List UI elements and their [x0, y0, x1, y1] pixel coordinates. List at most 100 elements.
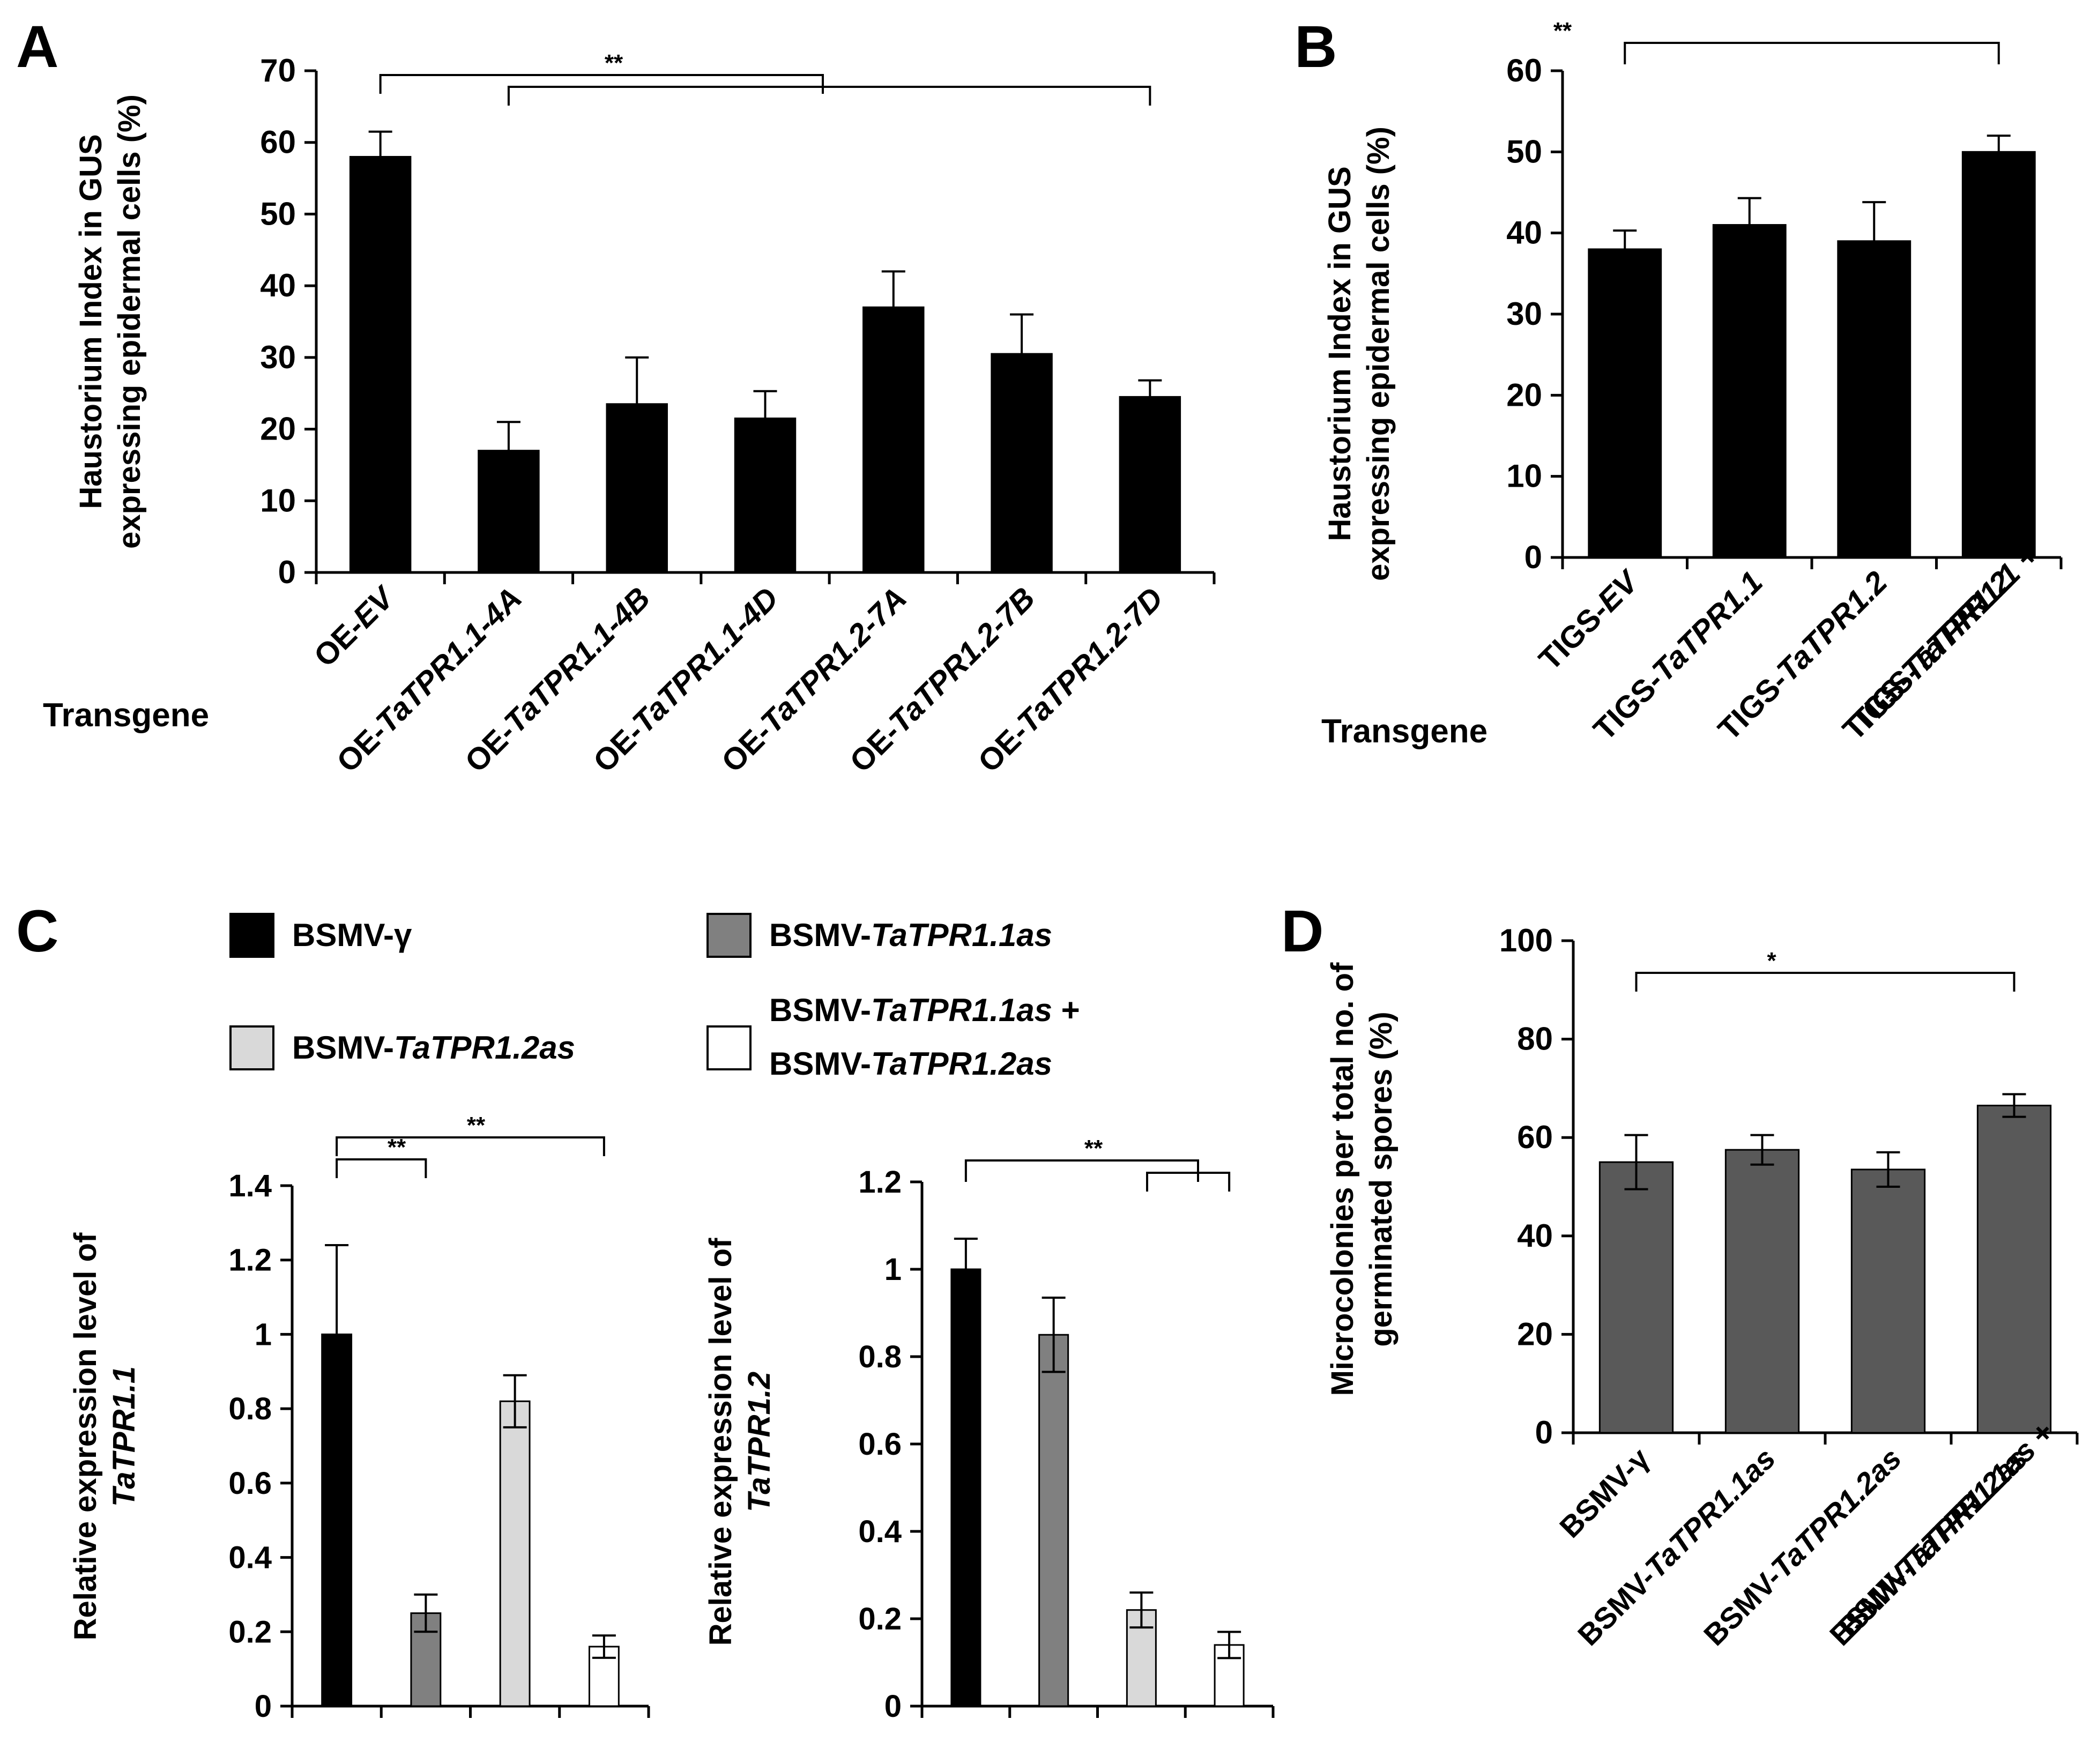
y-tick-label: 40: [1506, 215, 1542, 251]
y-tick-label: 40: [260, 267, 296, 303]
panel-c-right-chart: 0 0.2 0.4 0.6 0.8 1 1.2 Relative expression lev…: [703, 1135, 1275, 1724]
significance-bracket: [1146, 1172, 1231, 1192]
y-tick-label: 70: [260, 53, 296, 88]
significance-marker: **: [467, 1112, 486, 1138]
significance-marker: **: [605, 50, 623, 76]
panel-label-c: C: [16, 898, 58, 964]
legend-swatch: [229, 1025, 274, 1070]
y-tick-label: 100: [1499, 922, 1553, 958]
y-tick-label: 0: [278, 554, 296, 590]
y-tick-label: 0: [1535, 1415, 1553, 1450]
y-axis-title: expressing epidermal cells (%): [1361, 126, 1396, 581]
bar: [1724, 1149, 1800, 1434]
y-axis-title: TaTPR1.1: [107, 1366, 142, 1507]
y-axis-title: Relative expression level of: [703, 1238, 738, 1646]
y-tick-label: 0.4: [228, 1540, 272, 1575]
legend-swatch: [229, 913, 274, 958]
panel-c-chart: BSMV-γ BSMV-TaTPR1.1as BSMV-TaTPR1.2as BSMV…: [68, 913, 1275, 1724]
y-axis-title: TaTPR1.2: [742, 1372, 777, 1512]
panel-label-b: B: [1295, 14, 1337, 80]
x-category-label: OE-EV: [307, 579, 402, 674]
significance-marker: **: [388, 1134, 406, 1160]
y-tick-label: 60: [260, 124, 296, 160]
y-tick-label: 0.8: [228, 1391, 272, 1426]
panel-a-chart: 0 10 20 30 40 50 60 70 Haustorium Index in GUS ex…: [43, 50, 1216, 779]
y-axis-title: germinated spores (%): [1364, 1011, 1399, 1346]
bar: [1850, 1168, 1926, 1434]
x-axis-title: Transgene: [1321, 713, 1487, 750]
y-tick-label: 20: [260, 411, 296, 447]
legend-swatch: [706, 913, 752, 958]
y-tick-label: 30: [260, 339, 296, 375]
bar: [734, 418, 797, 574]
bar: [478, 450, 540, 574]
y-tick-label: 1: [255, 1317, 272, 1352]
y-tick-label: 60: [1517, 1119, 1553, 1155]
x-category-label: TIGS-EV: [1532, 563, 1646, 677]
bar: [349, 155, 412, 574]
bar: [991, 353, 1053, 574]
y-tick-label: 50: [260, 196, 296, 232]
significance-bracket: [379, 74, 824, 94]
y-tick-label: 50: [1506, 133, 1542, 169]
legend-swatch: [706, 1025, 752, 1070]
bar: [1976, 1105, 2052, 1434]
significance-bracket: [336, 1136, 605, 1156]
bar: [1119, 396, 1181, 574]
y-axis-title: Haustorium Index in GUS: [73, 134, 108, 509]
legend-label: BSMV-TaTPR1.1as +: [769, 992, 1080, 1028]
y-tick-label: 1.2: [858, 1165, 902, 1200]
significance-bracket: [1624, 42, 2000, 64]
y-tick-label: 40: [1517, 1218, 1553, 1254]
bar: [1038, 1334, 1069, 1707]
panel-label-d: D: [1281, 898, 1323, 964]
bar: [1598, 1161, 1674, 1434]
legend-label: BSMV-TaTPR1.2as: [292, 1030, 575, 1066]
panel-d-chart: 0 20 40 60 80 100 Microcolonies per total no. …: [1325, 922, 2079, 1652]
bar: [862, 306, 925, 574]
y-tick-label: 0: [1524, 539, 1542, 575]
panel-label-a: A: [16, 14, 58, 80]
significance-bracket: [1635, 972, 2015, 992]
y-axis-title: expressing epidermal cells (%): [112, 94, 147, 549]
panel-c-left-chart: 0 0.2 0.4 0.6 0.8 1 1.2 1.4 Relative expression …: [68, 1112, 650, 1724]
significance-bracket: [507, 86, 1151, 106]
legend-label: BSMV-TaTPR1.1as: [769, 917, 1052, 953]
significance-marker: **: [1084, 1135, 1103, 1162]
bar: [1588, 248, 1662, 559]
y-tick-label: 0.2: [858, 1602, 902, 1636]
significance-marker: **: [1553, 18, 1572, 44]
legend-label: BSMV-TaTPR1.2as: [769, 1046, 1052, 1082]
y-tick-label: 0.4: [858, 1514, 902, 1549]
y-tick-label: 1: [884, 1252, 902, 1287]
y-axis-title: Relative expression level of: [68, 1232, 103, 1640]
y-tick-label: 0.2: [228, 1614, 272, 1649]
bar: [950, 1268, 981, 1707]
y-tick-label: 60: [1506, 53, 1542, 88]
y-tick-label: 0.8: [858, 1339, 902, 1374]
significance-bracket: [964, 1159, 1199, 1182]
bar: [1961, 151, 2036, 559]
x-category-label: BSMV-γ: [1553, 1441, 1656, 1544]
significance-bracket: [336, 1158, 427, 1178]
y-tick-label: 20: [1506, 377, 1542, 413]
y-tick-label: 10: [260, 482, 296, 518]
y-tick-label: 30: [1506, 296, 1542, 332]
y-tick-label: 0.6: [858, 1427, 902, 1462]
y-tick-label: 20: [1517, 1316, 1553, 1352]
y-tick-label: 1.2: [228, 1243, 272, 1278]
y-axis-title: Haustorium Index in GUS: [1322, 166, 1357, 541]
bar: [606, 403, 668, 574]
y-tick-label: 1.4: [228, 1168, 272, 1203]
legend-label: BSMV-γ: [292, 917, 412, 953]
y-tick-label: 80: [1517, 1021, 1553, 1057]
y-tick-label: 10: [1506, 458, 1542, 494]
panel-b-chart: 0 10 20 30 40 50 60 Haustorium Index in GUS expr…: [1321, 18, 2063, 750]
bar: [499, 1400, 531, 1707]
bar: [1712, 224, 1787, 559]
bar: [1837, 240, 1912, 559]
significance-marker: *: [1767, 948, 1776, 974]
y-axis-title: Microcolonies per total no. of: [1325, 962, 1360, 1396]
y-tick-label: 0.6: [228, 1466, 272, 1501]
